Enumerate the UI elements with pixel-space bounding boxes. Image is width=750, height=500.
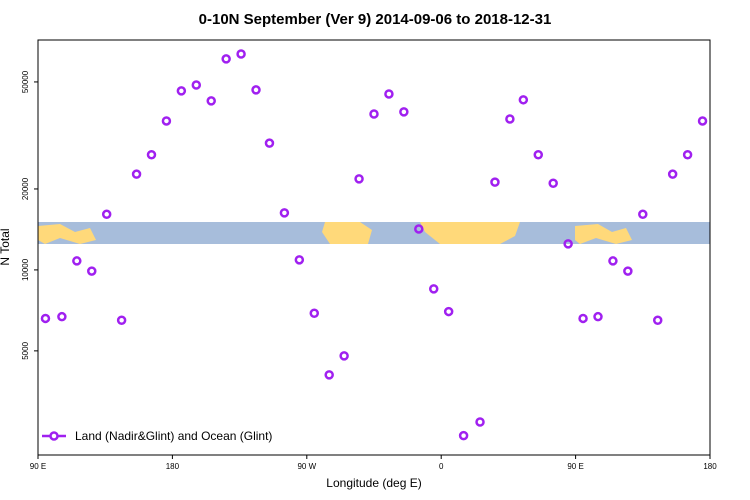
point [458, 430, 469, 441]
plot-frame [37, 39, 711, 456]
point [40, 313, 51, 324]
point [279, 208, 290, 218]
point [475, 417, 485, 427]
point [57, 311, 67, 322]
point [116, 315, 127, 325]
point [354, 174, 364, 184]
point [593, 311, 603, 322]
point [131, 169, 142, 179]
x-tick-label: 180 [166, 462, 180, 471]
point [548, 178, 558, 189]
point [251, 85, 261, 95]
y-tick-label: 10000 [21, 258, 30, 281]
point [324, 370, 334, 380]
point [146, 150, 157, 160]
legend-label: Land (Nadir&Glint) and Ocean (Glint) [75, 429, 272, 443]
point [505, 114, 515, 124]
point [236, 49, 246, 59]
point [206, 96, 216, 106]
point [309, 308, 320, 318]
point [608, 256, 618, 266]
x-axis-label: Longitude (deg E) [326, 476, 421, 490]
point [339, 351, 349, 361]
point [652, 315, 663, 325]
x-tick-label: 0 [439, 462, 444, 471]
legend-marker [49, 431, 59, 441]
y-tick-label: 5000 [21, 341, 30, 359]
point [533, 150, 544, 160]
point [87, 266, 97, 276]
point [682, 150, 693, 160]
y-tick-label: 20000 [21, 177, 30, 200]
point [518, 95, 529, 105]
point [490, 177, 500, 187]
point [161, 116, 172, 126]
map-strip [38, 222, 710, 244]
x-tick-label: 90 W [297, 462, 316, 471]
point [563, 239, 573, 249]
point [443, 306, 454, 317]
point [667, 169, 678, 179]
point [369, 109, 379, 119]
point [384, 89, 394, 99]
point [294, 255, 305, 265]
point [578, 313, 588, 324]
point [264, 138, 275, 148]
point [399, 107, 409, 117]
point [428, 284, 439, 294]
point [221, 54, 231, 64]
x-tick-label: 90 E [567, 462, 583, 471]
y-tick-label: 50000 [21, 70, 30, 93]
point [191, 80, 202, 90]
point [72, 256, 82, 266]
x-tick-label: 90 E [30, 462, 46, 471]
point [414, 224, 424, 234]
point [638, 209, 648, 220]
point [697, 116, 708, 126]
x-tick-label: 180 [703, 462, 717, 471]
point [623, 266, 633, 276]
point [101, 209, 112, 220]
point [176, 86, 187, 96]
chart-title: 0-10N September (Ver 9) 2014-09-06 to 20… [199, 11, 552, 28]
y-axis-label: N Total [0, 228, 12, 265]
